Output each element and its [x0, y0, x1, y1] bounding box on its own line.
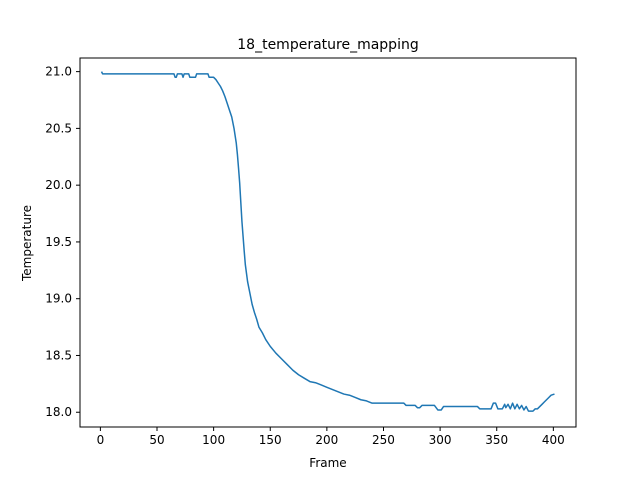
y-tick-label: 19.0 — [45, 292, 72, 306]
y-tick-label: 20.5 — [45, 121, 72, 135]
plot-frame — [79, 57, 577, 428]
x-tick-label: 150 — [259, 433, 282, 447]
x-tick-label: 50 — [149, 433, 164, 447]
x-tick-label: 100 — [202, 433, 225, 447]
y-tick-label: 20.0 — [45, 178, 72, 192]
x-axis: 0 50 100 150 200 250 300 350 400 — [97, 427, 565, 447]
series-line-0 — [100, 71, 555, 412]
y-tick-label: 18.5 — [45, 348, 72, 362]
x-tick-label: 250 — [372, 433, 395, 447]
plot-area — [100, 71, 555, 412]
y-tick-label: 19.5 — [45, 235, 72, 249]
y-tick-label: 21.0 — [45, 65, 72, 79]
x-tick-label: 200 — [315, 433, 338, 447]
x-tick-label: 350 — [485, 433, 508, 447]
y-axis: 18.0 18.5 19.0 19.5 20.0 20.5 21.0 — [45, 65, 80, 419]
y-axis-label: Temperature — [20, 205, 34, 282]
x-tick-label: 300 — [429, 433, 452, 447]
x-tick-label: 400 — [542, 433, 565, 447]
x-tick-label: 0 — [97, 433, 105, 447]
y-tick-label: 18.0 — [45, 405, 72, 419]
chart-title: 18_temperature_mapping — [237, 37, 418, 53]
x-axis-label: Frame — [309, 456, 346, 470]
